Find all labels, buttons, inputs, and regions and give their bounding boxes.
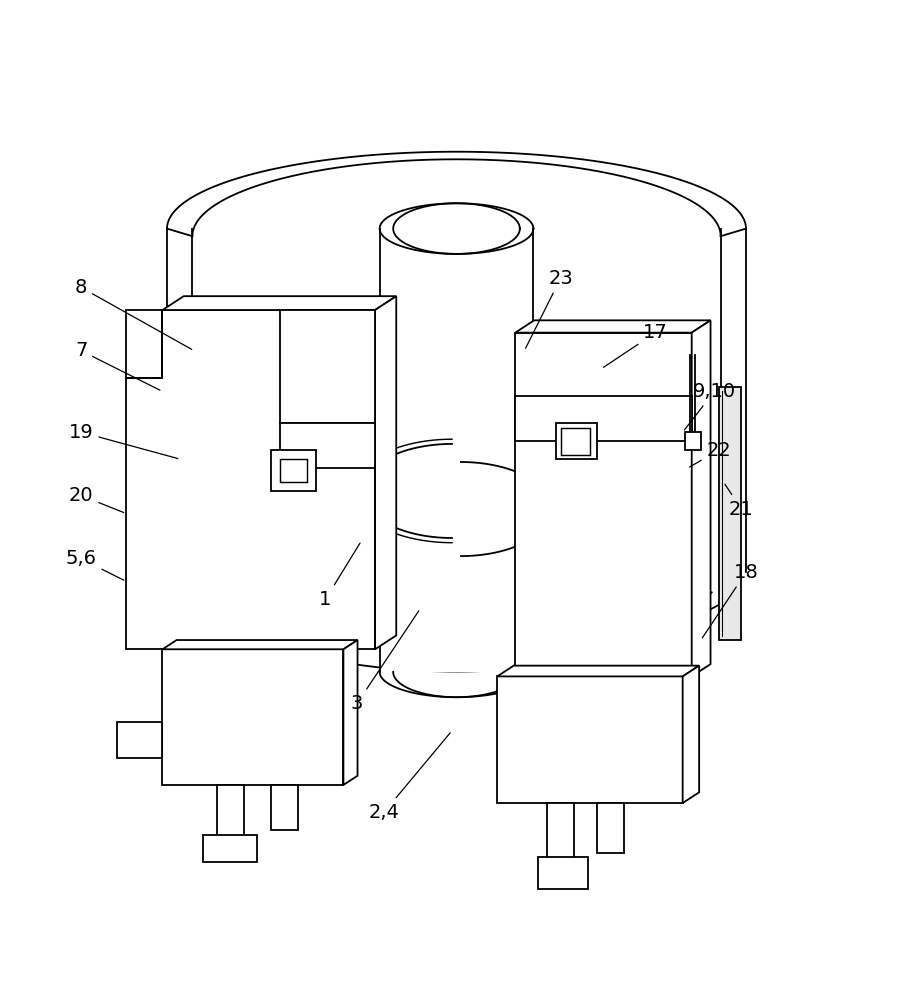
Polygon shape — [271, 450, 316, 491]
Polygon shape — [343, 640, 358, 785]
Text: 21: 21 — [725, 484, 754, 519]
Text: 8: 8 — [75, 278, 192, 349]
Polygon shape — [375, 296, 396, 649]
Polygon shape — [692, 320, 710, 676]
Text: 23: 23 — [526, 269, 573, 348]
Text: 2,4: 2,4 — [369, 733, 450, 822]
Polygon shape — [271, 785, 299, 830]
Polygon shape — [380, 203, 533, 254]
Polygon shape — [163, 649, 343, 785]
Polygon shape — [117, 722, 163, 758]
Polygon shape — [556, 423, 597, 459]
Text: 1: 1 — [320, 543, 360, 609]
Polygon shape — [126, 310, 375, 649]
Polygon shape — [720, 229, 746, 572]
Polygon shape — [167, 229, 193, 572]
Polygon shape — [375, 296, 396, 649]
Polygon shape — [547, 803, 574, 862]
Text: 3: 3 — [351, 611, 419, 713]
Text: 18: 18 — [702, 563, 759, 638]
Polygon shape — [163, 296, 396, 310]
Text: 9,10: 9,10 — [685, 382, 736, 430]
Text: 17: 17 — [603, 323, 668, 367]
Polygon shape — [515, 320, 710, 333]
Text: 7: 7 — [75, 341, 160, 390]
Polygon shape — [163, 649, 343, 785]
Polygon shape — [561, 428, 591, 455]
Polygon shape — [498, 666, 699, 676]
Polygon shape — [515, 396, 692, 441]
Polygon shape — [204, 835, 257, 862]
Polygon shape — [547, 803, 574, 862]
Text: 20: 20 — [68, 486, 124, 513]
Polygon shape — [167, 152, 746, 236]
Polygon shape — [515, 333, 692, 676]
Polygon shape — [216, 785, 244, 839]
Polygon shape — [216, 785, 244, 839]
Text: 19: 19 — [68, 423, 178, 459]
Polygon shape — [515, 320, 710, 333]
Polygon shape — [280, 310, 375, 423]
Polygon shape — [719, 387, 741, 640]
Polygon shape — [163, 296, 396, 310]
Polygon shape — [380, 229, 533, 672]
Polygon shape — [167, 152, 746, 236]
Polygon shape — [498, 676, 683, 803]
Polygon shape — [515, 333, 692, 676]
Polygon shape — [204, 835, 257, 862]
Polygon shape — [720, 229, 746, 572]
Polygon shape — [538, 857, 588, 889]
Polygon shape — [163, 640, 358, 649]
Polygon shape — [683, 666, 699, 803]
Polygon shape — [271, 785, 299, 830]
Polygon shape — [167, 229, 193, 572]
Polygon shape — [280, 423, 375, 468]
Polygon shape — [498, 676, 683, 803]
Polygon shape — [686, 432, 701, 450]
Polygon shape — [126, 310, 375, 649]
Polygon shape — [692, 320, 710, 676]
Polygon shape — [163, 640, 358, 649]
Polygon shape — [498, 666, 699, 676]
Polygon shape — [343, 640, 358, 785]
Text: 22: 22 — [689, 441, 731, 467]
Polygon shape — [117, 722, 163, 758]
Polygon shape — [538, 857, 588, 889]
Polygon shape — [597, 803, 624, 853]
Polygon shape — [280, 459, 308, 482]
Polygon shape — [683, 666, 699, 803]
Text: 5,6: 5,6 — [66, 549, 124, 580]
Polygon shape — [380, 203, 533, 254]
Polygon shape — [597, 803, 624, 853]
